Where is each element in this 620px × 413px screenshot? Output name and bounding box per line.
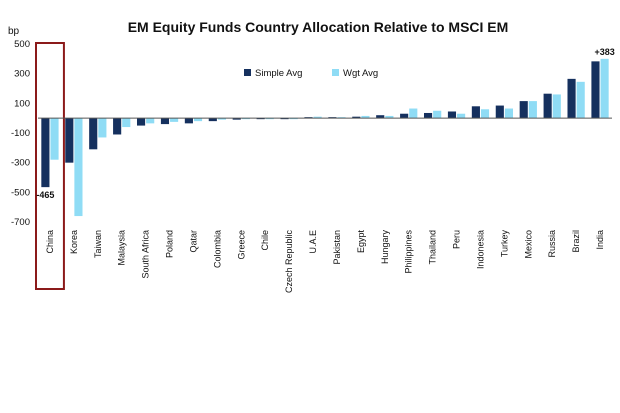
bar-wgt-avg-u-a-e [313,116,322,119]
bars [41,58,609,217]
y-tick-label: -100 [11,128,30,139]
x-tick-label-india: India [595,230,605,250]
data-label-india: +383 [594,47,614,57]
bar-wgt-avg-india [600,58,609,119]
x-tick-label-czech-republic: Czech Republic [284,230,294,294]
bar-simple-avg-russia [543,93,552,119]
x-tick-label-greece: Greece [236,230,246,260]
x-tick-label-indonesia: Indonesia [475,230,485,269]
bar-wgt-avg-indonesia [480,109,490,119]
y-tick-label: -300 [11,158,30,169]
bar-simple-avg-taiwan [89,118,98,150]
x-tick-label-colombia: Colombia [212,230,222,268]
y-axis-unit: bp [8,26,20,37]
x-tick-label-egypt: Egypt [356,230,366,254]
bar-simple-avg-india [591,61,600,119]
x-tick-label-korea: Korea [69,230,79,254]
bar-simple-avg-egypt [352,116,361,119]
china-highlight-box [35,42,65,290]
x-tick-label-qatar: Qatar [188,230,198,253]
bar-simple-avg-south-africa [136,118,146,126]
x-tick-label-u-a-e: U.A.E [308,230,318,254]
x-axis-ticks: China Korea Taiwan Malaysia South Africa Pola… [45,230,605,294]
legend-label-simple-avg: Simple Avg [255,68,302,79]
bar-simple-avg-turkey [495,105,504,119]
x-tick-label-poland: Poland [165,230,175,258]
bar-wgt-avg-russia [552,94,561,119]
x-tick-label-hungary: Hungary [380,230,390,265]
chart-title: EM Equity Funds Country Allocation Relat… [128,19,509,35]
y-axis-ticks: 500 300 100 -100 -300 -500 -700 [11,39,30,228]
bar-simple-avg-china [41,118,50,188]
bar-wgt-avg-egypt [361,115,370,119]
bar-wgt-avg-malaysia [122,118,131,128]
bar-simple-avg-colombia [208,118,217,122]
bar-simple-avg-korea [65,118,74,163]
bar-simple-avg-malaysia [113,118,122,135]
x-tick-label-philippines: Philippines [404,230,414,274]
bar-simple-avg-philippines [400,113,409,119]
x-tick-label-malaysia: Malaysia [117,230,127,266]
bar-simple-avg-peru [447,111,457,119]
bar-wgt-avg-taiwan [98,118,107,138]
bar-wgt-avg-mexico [528,101,537,119]
bar-simple-avg-hungary [376,115,385,119]
bar-simple-avg-brazil [567,78,576,119]
bar-simple-avg-mexico [519,101,528,119]
bar-wgt-avg-korea [74,118,83,217]
y-tick-label: -500 [11,187,30,198]
bar-wgt-avg-philippines [409,108,418,119]
bar-simple-avg-thailand [423,112,433,119]
y-tick-label: -700 [11,217,30,228]
bar-wgt-avg-south-africa [146,118,155,124]
bar-simple-avg-poland [160,118,170,125]
y-tick-label: 300 [14,69,30,80]
x-tick-label-thailand: Thailand [428,230,438,265]
x-tick-label-peru: Peru [452,230,462,249]
legend-swatch-simple-avg [244,69,251,76]
x-tick-label-turkey: Turkey [499,230,509,258]
bar-wgt-avg-qatar [193,118,203,122]
x-tick-label-russia: Russia [547,230,557,258]
bar-wgt-avg-china [50,118,59,160]
bar-wgt-avg-thailand [433,110,442,119]
bar-simple-avg-indonesia [471,106,480,119]
bar-wgt-avg-brazil [576,81,585,119]
legend: Simple Avg Wgt Avg [244,68,378,79]
x-tick-label-south-africa: South Africa [141,230,151,279]
legend-swatch-wgt-avg [332,69,339,76]
x-tick-label-taiwan: Taiwan [93,230,103,258]
y-tick-label: 500 [14,39,30,50]
data-label-china: -465 [36,190,54,200]
x-tick-label-chile: Chile [260,230,270,251]
bar-wgt-avg-poland [170,118,179,122]
x-tick-label-mexico: Mexico [523,230,533,259]
bar-simple-avg-qatar [184,118,193,124]
x-tick-label-brazil: Brazil [571,230,581,253]
x-tick-label-china: China [45,230,55,254]
data-labels: -465 +383 [36,47,614,200]
bar-wgt-avg-hungary [385,115,394,119]
x-tick-label-pakistan: Pakistan [332,230,342,265]
bar-wgt-avg-colombia [217,118,227,120]
y-tick-label: 100 [14,98,30,109]
bar-wgt-avg-peru [457,113,466,119]
bar-wgt-avg-turkey [504,108,514,119]
bar-simple-avg-greece [232,118,241,120]
legend-label-wgt-avg: Wgt Avg [343,68,378,79]
